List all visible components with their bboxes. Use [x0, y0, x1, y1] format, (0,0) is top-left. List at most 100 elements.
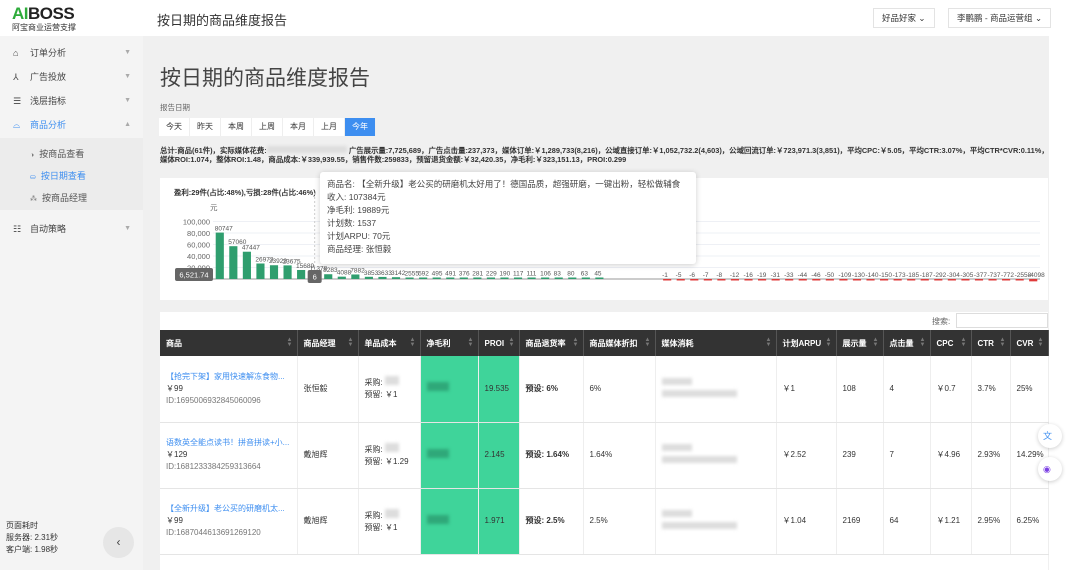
- bar-data-label: -6: [689, 272, 695, 279]
- submenu-label: 按日期查看: [40, 171, 86, 181]
- bar-data-label: 26973: [255, 256, 273, 263]
- sidebar-item-label: 广告投放: [30, 72, 67, 82]
- user-select[interactable]: 李鹏鹏 - 商品运营组 ⌄: [948, 8, 1052, 28]
- manager-name: 戴旭辉: [303, 516, 328, 525]
- product-link[interactable]: 【全新升级】老公买的研磨机太...: [166, 504, 285, 513]
- translate-button[interactable]: 文: [1038, 424, 1062, 448]
- tooltip-plans: 计划数: 1537: [327, 218, 377, 228]
- bar: [527, 277, 536, 279]
- cvr: 14.29%: [1016, 450, 1044, 459]
- ctr: 2.95%: [977, 516, 1001, 525]
- column-header[interactable]: 计划ARPU ▲ ▼: [776, 330, 837, 356]
- bar-data-label: -150: [879, 272, 892, 279]
- column-header[interactable]: 商品 ▲ ▼: [160, 330, 298, 356]
- bar-data-label: 45: [594, 271, 602, 278]
- bar: [364, 276, 373, 279]
- sort-icon: ▲ ▼: [765, 337, 772, 348]
- bar: [513, 277, 523, 279]
- sidebar: ⌂ 订单分析 ▼ ⅄ 广告投放 ▼ ☰ 浅层指标 ▼ ⌓ 商品分析 ▲ ◑ 按商品查看 ⛀ 按日期查…: [0, 36, 143, 570]
- date-yesterday[interactable]: 昨天: [190, 118, 221, 136]
- summary-part-b: 广告展示量:7,725,689，广告点击量:237,373，媒体订单:￥1,28…: [160, 146, 1049, 164]
- column-header[interactable]: 点击量 ▲ ▼: [883, 330, 931, 356]
- date-last-week[interactable]: 上周: [252, 118, 283, 136]
- column-header[interactable]: 商品经理 ▲ ▼: [297, 330, 359, 356]
- bar: [459, 277, 468, 279]
- submenu-label: 按商品查看: [39, 149, 85, 159]
- date-last-month[interactable]: 上月: [314, 118, 345, 136]
- proi-value: 2.145: [484, 450, 505, 459]
- cell-discount: 6%: [583, 356, 656, 423]
- column-header[interactable]: 展示量 ▲ ▼: [836, 330, 884, 356]
- product-link[interactable]: 语数英全能点读书！拼音拼读+小...: [166, 438, 290, 447]
- bar-data-label: 190: [499, 271, 510, 278]
- search-input[interactable]: [956, 313, 1048, 328]
- sidebar-item-ads[interactable]: ⅄ 广告投放 ▼: [0, 65, 143, 89]
- logo[interactable]: AIBOSS 阿宝商业运营支撑: [12, 5, 76, 33]
- date-this-year[interactable]: 今年: [345, 118, 376, 136]
- purchase-label: 采购:: [364, 378, 383, 388]
- sidebar-item-auto-strategy[interactable]: ☷ 自动策略 ▼: [0, 217, 143, 241]
- sort-icon: ▲ ▼: [872, 337, 879, 348]
- sort-icon: ▲ ▼: [1037, 337, 1044, 348]
- ctr: 3.7%: [977, 383, 996, 393]
- timing-server: 服务器: 2.31秒: [6, 533, 59, 542]
- sort-icon: ▲ ▼: [572, 337, 579, 348]
- sidebar-item-product-analysis[interactable]: ⌓ 商品分析 ▲: [0, 113, 143, 137]
- bar: [690, 279, 699, 281]
- submenu-item-by-date[interactable]: ⛀ 按日期查看: [30, 166, 86, 186]
- tooltip-name: 商品名: 【全新升级】老公买的研磨机太好用了！德国品质，超强研磨，一键出粉，轻松…: [327, 179, 681, 189]
- column-header[interactable]: 单品成本 ▲ ▼: [358, 330, 421, 356]
- cell-views: 2169: [836, 488, 884, 555]
- column-header[interactable]: 商品退货率 ▲ ▼: [519, 330, 584, 356]
- bar: [798, 279, 807, 281]
- arpu: ￥2.52: [782, 450, 807, 459]
- sidebar-item-orders[interactable]: ⌂ 订单分析 ▼: [0, 41, 143, 65]
- column-label: CPC: [936, 338, 954, 348]
- column-header[interactable]: CTR ▲ ▼: [971, 330, 1011, 356]
- bar: [595, 277, 604, 279]
- chevron-down-icon: ▼: [124, 225, 131, 232]
- bar-data-label: -46: [811, 272, 821, 279]
- column-header[interactable]: CVR ▲ ▼: [1010, 330, 1049, 356]
- bar-data-label: -292: [933, 272, 946, 279]
- assistant-button[interactable]: ◉: [1038, 457, 1062, 481]
- column-header[interactable]: 媒体消耗 ▲ ▼: [655, 330, 777, 356]
- date-this-month[interactable]: 本月: [283, 118, 314, 136]
- column-header[interactable]: 净毛利 ▲ ▼: [420, 330, 479, 356]
- bar: [378, 276, 387, 279]
- submenu-item-by-manager[interactable]: ⁂ 按商品经理: [30, 188, 87, 208]
- bar-data-label: 8283: [323, 267, 338, 274]
- column-header[interactable]: 商品媒体折扣 ▲ ▼: [583, 330, 656, 356]
- bar: [351, 274, 360, 279]
- reserve-cost: 预留: ￥1.29: [364, 456, 409, 466]
- cell-clicks: 64: [883, 488, 931, 555]
- cell-media-spend: [655, 488, 777, 555]
- bar-data-label: -737: [987, 272, 1000, 279]
- chart-tooltip: 商品名: 【全新升级】老公买的研磨机太好用了！德国品质，超强研磨，一键出粉，轻松…: [320, 172, 696, 264]
- media-discount: 6%: [589, 383, 602, 393]
- bar: [256, 263, 265, 279]
- y-pointer-value: 6,521.74: [179, 271, 208, 280]
- product-link[interactable]: 【抢完下架】家用快速解冻食物...: [166, 371, 285, 381]
- bar: [229, 246, 238, 279]
- filter-icon: ☰: [13, 96, 22, 106]
- column-label: PROI: [484, 338, 505, 348]
- bar-data-label: -16: [743, 272, 753, 279]
- table-row: 【全新升级】老公买的研磨机太... ￥99 ID:16870446136912691…: [160, 488, 1049, 555]
- x-pointer-value: 6: [313, 273, 317, 282]
- collapse-sidebar-button[interactable]: ‹: [103, 527, 134, 558]
- redacted-value: [661, 444, 692, 451]
- submenu-item-by-product[interactable]: ◑ 按商品查看: [30, 144, 84, 164]
- column-header[interactable]: PROI ▲ ▼: [478, 330, 520, 356]
- bar-data-label: 47447: [242, 245, 260, 252]
- sidebar-item-metrics[interactable]: ☰ 浅层指标 ▼: [0, 89, 143, 113]
- bar: [988, 279, 997, 281]
- date-today[interactable]: 今天: [159, 118, 190, 136]
- cell-product: 【抢完下架】家用快速解冻食物... ￥99 ID:16950069328450600…: [160, 356, 298, 423]
- shop-select[interactable]: 好品好家 ⌄: [873, 8, 935, 28]
- sort-icon: ▲ ▼: [467, 337, 474, 348]
- bar: [500, 277, 509, 279]
- bar-data-label: 376: [459, 271, 470, 278]
- date-this-week[interactable]: 本周: [221, 118, 252, 136]
- column-header[interactable]: CPC ▲ ▼: [930, 330, 972, 356]
